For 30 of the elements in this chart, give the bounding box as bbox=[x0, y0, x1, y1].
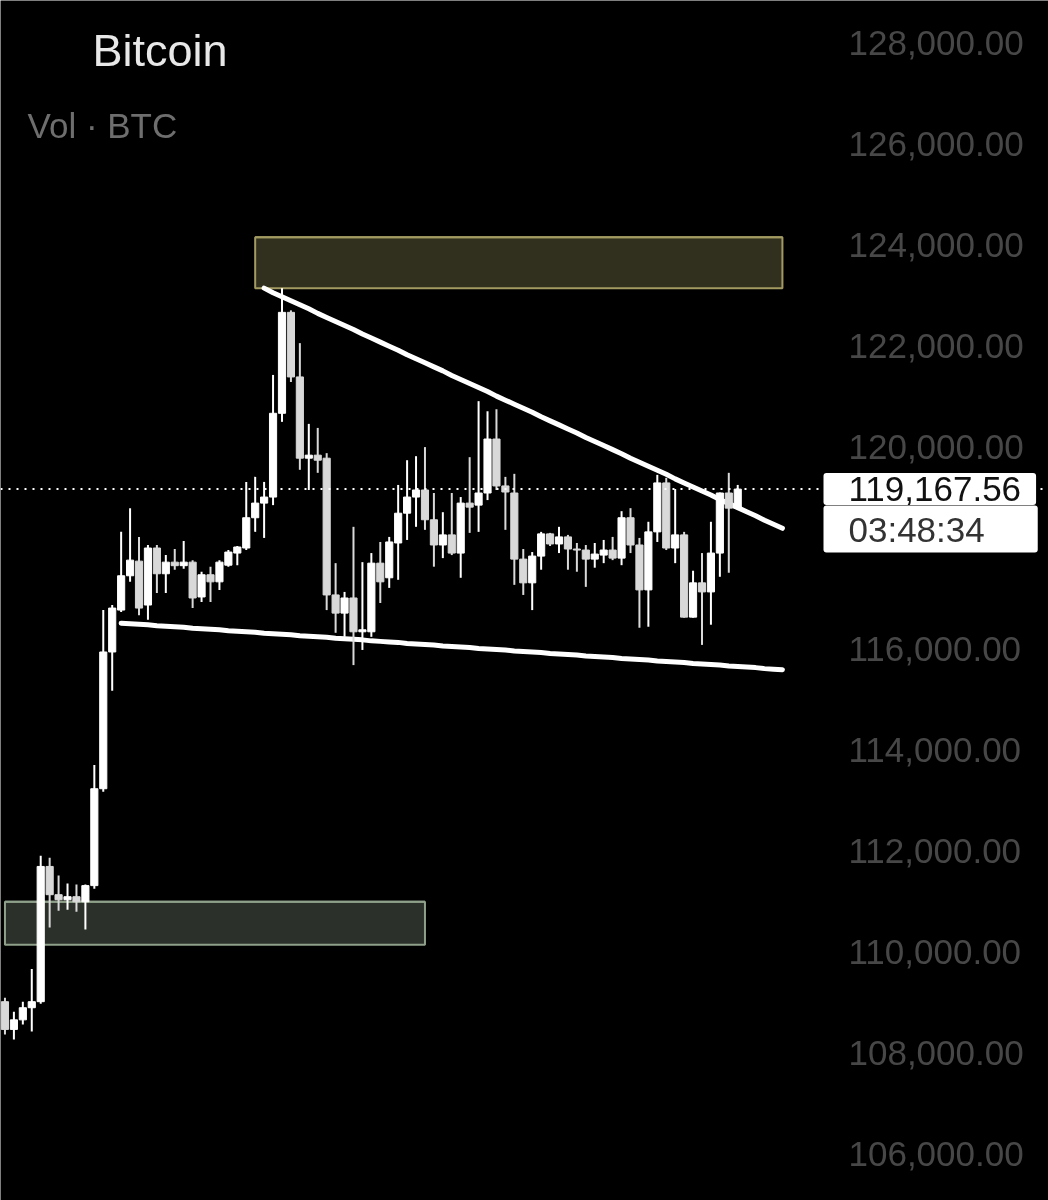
candlestick bbox=[161, 554, 170, 594]
candlestick bbox=[376, 540, 385, 605]
y-tick-label: 116,000.00 bbox=[848, 628, 1022, 668]
candlestick bbox=[170, 548, 179, 571]
ref-line-label: 119,167.56 bbox=[848, 469, 1022, 509]
candlestick bbox=[554, 525, 564, 555]
candlestick bbox=[72, 883, 81, 913]
y-tick-label: 126,000.00 bbox=[848, 124, 1024, 164]
y-tick-label: 120,000.00 bbox=[848, 427, 1024, 467]
candlestick bbox=[206, 565, 215, 604]
candlestick bbox=[197, 570, 206, 604]
text: Bitcoin bbox=[92, 25, 228, 76]
y-tick-label: 128,000.00 bbox=[848, 23, 1024, 63]
candlestick bbox=[63, 882, 72, 911]
y-tick-label: 106,000.00 bbox=[848, 1133, 1024, 1173]
y-tick-label: 108,000.00 bbox=[848, 1032, 1024, 1072]
candlestick bbox=[608, 535, 617, 562]
text: 03:48:34 bbox=[848, 509, 985, 549]
candlestick bbox=[697, 552, 707, 646]
y-tick-label: 114,000.00 bbox=[848, 729, 1022, 769]
y-tick-label: 124,000.00 bbox=[848, 225, 1024, 265]
y-tick-label: 122,000.00 bbox=[848, 326, 1024, 366]
candlestick bbox=[438, 511, 447, 560]
y-tick-label: 110,000.00 bbox=[848, 931, 1022, 971]
candlestick bbox=[447, 492, 456, 557]
y-tick-label: 112,000.00 bbox=[848, 830, 1022, 870]
candlestick bbox=[465, 456, 474, 534]
candlestick bbox=[724, 471, 733, 574]
candlestick bbox=[179, 539, 188, 570]
text: Vol · BTC bbox=[27, 106, 178, 145]
